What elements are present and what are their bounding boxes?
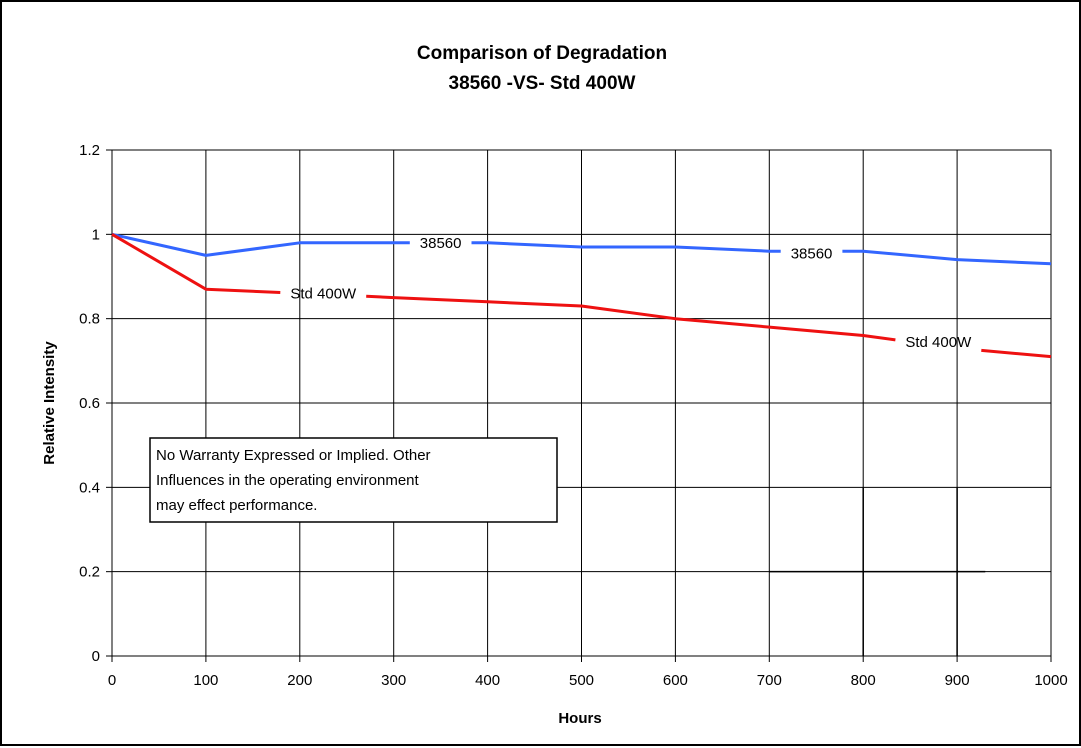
x-tick-label: 700 bbox=[757, 672, 782, 689]
y-tick-label: 1.2 bbox=[79, 142, 100, 159]
y-tick-label: 0.8 bbox=[79, 311, 100, 328]
x-tick-label: 500 bbox=[569, 672, 594, 689]
x-tick-label: 800 bbox=[851, 672, 876, 689]
series-inline-label: 38560 bbox=[791, 245, 833, 262]
grid-layer bbox=[112, 150, 1051, 656]
y-tick-label: 0.2 bbox=[79, 564, 100, 581]
series-line-std-400w bbox=[112, 234, 280, 292]
x-tick-label: 0 bbox=[108, 672, 116, 689]
series-inline-label: 38560 bbox=[420, 235, 462, 252]
disclaimer-note-line-3: may effect performance. bbox=[156, 497, 317, 514]
stray-lines bbox=[769, 487, 985, 656]
series-line-38560 bbox=[112, 234, 410, 255]
x-tick-label: 600 bbox=[663, 672, 688, 689]
axis-layer: 0 0.2 0.4 0.6 0.8 1 1.2 0 100 200 300 400 500 600 700 8… bbox=[79, 142, 1068, 689]
y-tick-label: 0 bbox=[92, 648, 100, 665]
series-line-38560 bbox=[842, 251, 1051, 264]
y-tick-label: 0.4 bbox=[79, 479, 100, 496]
series-line-std-400w bbox=[981, 350, 1051, 356]
disclaimer-note-line-1: No Warranty Expressed or Implied. Other bbox=[156, 447, 431, 464]
chart-subtitle: 38560 -VS- Std 400W bbox=[449, 73, 636, 94]
x-tick-label: 900 bbox=[945, 672, 970, 689]
x-tick-label: 100 bbox=[193, 672, 218, 689]
y-tick-label: 1 bbox=[92, 226, 100, 243]
y-tick-label: 0.6 bbox=[79, 395, 100, 412]
x-axis-title: Hours bbox=[558, 710, 601, 727]
y-axis-title: Relative Intensity bbox=[41, 341, 58, 465]
series-line-std-400w bbox=[366, 296, 895, 340]
series-inline-label: Std 400W bbox=[905, 334, 972, 351]
disclaimer-note-line-2: Influences in the operating environment bbox=[156, 472, 420, 489]
x-tick-label: 400 bbox=[475, 672, 500, 689]
x-tick-label: 300 bbox=[381, 672, 406, 689]
x-tick-label: 1000 bbox=[1034, 672, 1067, 689]
series-inline-label: Std 400W bbox=[290, 285, 357, 302]
chart-title: Comparison of Degradation bbox=[417, 43, 667, 64]
x-tick-label: 200 bbox=[287, 672, 312, 689]
series-line-38560 bbox=[472, 243, 781, 251]
disclaimer-note: No Warranty Expressed or Implied. Other … bbox=[150, 438, 557, 522]
